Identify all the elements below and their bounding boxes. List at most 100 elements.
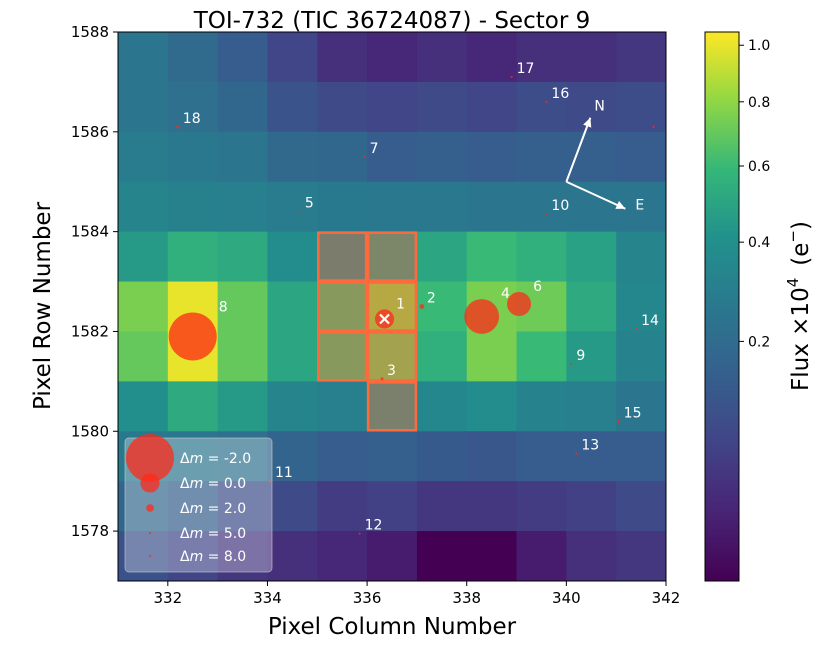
star-label: 9 bbox=[576, 348, 585, 364]
pixel-cell bbox=[566, 231, 617, 283]
pixel-cell bbox=[616, 131, 667, 183]
pixel-cell bbox=[616, 231, 667, 283]
star-marker bbox=[380, 377, 384, 381]
pixel-cell bbox=[367, 81, 418, 133]
pixel-cell bbox=[566, 181, 617, 233]
star-label: 7 bbox=[370, 141, 379, 157]
pixel-cell bbox=[516, 131, 567, 183]
pixel-cell bbox=[516, 531, 567, 582]
pixel-cell bbox=[167, 531, 219, 582]
pixel-cell bbox=[466, 131, 518, 183]
x-axis-ticks: 332 334 336 338 340 342 bbox=[153, 581, 680, 607]
colorbar-label-unit-sup: − bbox=[784, 230, 802, 243]
y-tick-label: 1578 bbox=[71, 522, 109, 540]
star-marker bbox=[419, 304, 425, 309]
legend-label: Δm = -2.0 bbox=[180, 451, 251, 467]
star-marker bbox=[507, 291, 532, 317]
pixel-cell bbox=[317, 131, 368, 183]
star-marker bbox=[510, 75, 513, 79]
aperture-pixel bbox=[317, 231, 368, 282]
y-axis-label: Pixel Row Number bbox=[30, 201, 56, 410]
pixel-cell bbox=[616, 381, 667, 432]
pixel-cell bbox=[217, 331, 268, 382]
y-tick-label: 1582 bbox=[71, 322, 109, 340]
pixel-cell bbox=[516, 181, 567, 233]
pixel-cell bbox=[466, 181, 518, 233]
aperture-pixel bbox=[366, 381, 418, 432]
star-label: 10 bbox=[551, 198, 569, 214]
pixel-cell bbox=[416, 331, 468, 382]
star-marker bbox=[652, 125, 655, 128]
x-tick-label: 334 bbox=[253, 589, 282, 607]
pixel-cell bbox=[217, 131, 268, 183]
pixel-cell bbox=[118, 331, 169, 382]
pixel-cell bbox=[466, 431, 518, 482]
legend-label: Δm = 8.0 bbox=[180, 549, 246, 565]
pixel-cell bbox=[267, 481, 318, 532]
pixel-cell bbox=[566, 32, 617, 83]
compass-north-label: N bbox=[594, 99, 604, 115]
star-label: 17 bbox=[517, 61, 535, 77]
pixel-cell bbox=[367, 32, 418, 83]
pixel-grid bbox=[118, 32, 667, 582]
pixel-cell bbox=[317, 331, 368, 382]
star-label: 11 bbox=[275, 465, 293, 481]
pixel-cell bbox=[416, 32, 468, 83]
pixel-cell bbox=[367, 181, 418, 233]
pixel-cell bbox=[616, 32, 667, 83]
pixel-cell bbox=[217, 231, 268, 283]
pixel-cell bbox=[616, 81, 667, 133]
pixel-cell bbox=[516, 331, 567, 382]
star-marker bbox=[168, 312, 217, 361]
colorbar-tick-label: 0.2 bbox=[748, 334, 770, 350]
colorbar-label: Flux ×104 (e−) bbox=[784, 221, 814, 391]
pixel-cell bbox=[516, 481, 567, 532]
pixel-cell bbox=[118, 32, 169, 83]
pixel-cell bbox=[317, 281, 368, 332]
pixel-cell bbox=[217, 81, 268, 133]
pixel-cell bbox=[416, 531, 468, 582]
x-tick-label: 340 bbox=[552, 589, 581, 607]
colorbar-label-unit-close: ) bbox=[788, 221, 814, 230]
colorbar-tick-label: 0.8 bbox=[748, 95, 770, 111]
pixel-cell bbox=[466, 331, 518, 382]
legend-marker bbox=[126, 434, 174, 482]
y-axis-ticks: 1578 1580 1582 1584 1586 1588 bbox=[71, 23, 118, 540]
pixel-cell bbox=[416, 181, 468, 233]
star-marker bbox=[635, 327, 638, 331]
pixel-cell bbox=[167, 481, 219, 532]
pixel-cell bbox=[516, 81, 567, 133]
legend-marker bbox=[146, 504, 154, 512]
pixel-cell bbox=[416, 481, 468, 532]
pixel-cell bbox=[416, 281, 468, 332]
pixel-cell bbox=[167, 181, 219, 233]
legend-marker bbox=[148, 554, 152, 558]
compass-arrowhead bbox=[615, 201, 626, 209]
compass-arrowhead bbox=[583, 117, 592, 128]
pixel-cell bbox=[416, 381, 468, 432]
pixel-cell bbox=[217, 481, 268, 532]
compass-east-label: E bbox=[635, 198, 644, 214]
pixel-cell bbox=[616, 481, 667, 532]
pixel-cell bbox=[616, 331, 667, 382]
star-label: 15 bbox=[624, 405, 642, 421]
aperture-pixel bbox=[366, 331, 418, 382]
pixel-cell bbox=[466, 531, 518, 582]
pixel-cell bbox=[118, 231, 169, 283]
pixel-cell bbox=[217, 181, 268, 233]
pixel-cell bbox=[317, 481, 368, 532]
aperture-pixel bbox=[317, 281, 368, 332]
aperture-pixel bbox=[317, 331, 368, 382]
star-marker bbox=[268, 480, 272, 483]
pixel-cell bbox=[167, 131, 219, 183]
pixel-cell bbox=[217, 531, 268, 582]
pixel-cell bbox=[367, 231, 418, 283]
legend-label: Δm = 5.0 bbox=[180, 526, 246, 542]
star-label: 14 bbox=[641, 313, 659, 329]
pixel-cell bbox=[267, 181, 318, 233]
pixel-cell bbox=[466, 381, 518, 432]
pixel-cell bbox=[616, 431, 667, 482]
colorbar-tick-label: 0.6 bbox=[748, 159, 770, 175]
pixel-cell bbox=[167, 431, 219, 482]
colorbar-label-exponent: 4 bbox=[784, 278, 802, 288]
